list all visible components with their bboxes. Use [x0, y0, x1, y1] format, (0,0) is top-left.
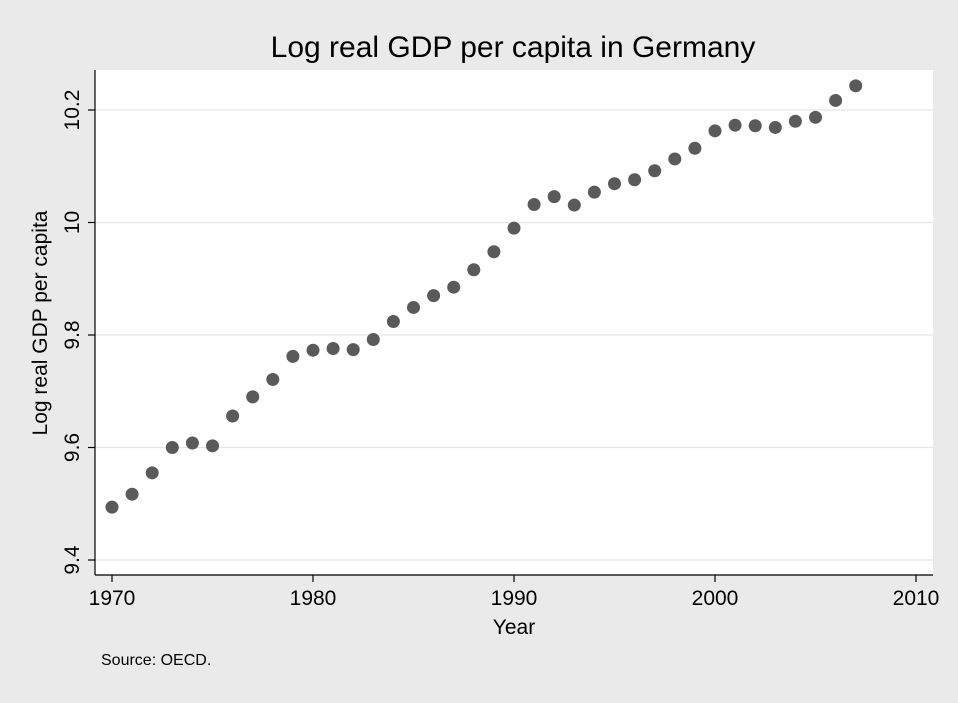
chart-title: Log real GDP per capita in Germany	[271, 31, 756, 64]
data-point	[748, 119, 762, 133]
data-point	[105, 500, 119, 514]
data-point	[226, 409, 240, 423]
data-point	[125, 487, 139, 501]
data-point	[768, 120, 782, 134]
gridlines	[95, 109, 933, 561]
data-point	[145, 466, 159, 480]
data-point	[688, 141, 702, 155]
axes	[88, 70, 933, 582]
x-axis-label: Year	[493, 616, 535, 639]
data-point	[165, 441, 179, 454]
data-points	[105, 79, 863, 514]
data-point	[788, 114, 802, 128]
tick-labels: 9.4 9.6 9.8 10 10.2 1970 1980 1990 2000 2010	[61, 90, 939, 610]
data-point	[386, 315, 400, 328]
x-tick-label: 2000	[692, 587, 739, 610]
y-tick-label: 10.2	[61, 90, 84, 131]
data-point	[728, 118, 742, 132]
x-tick-label: 1980	[290, 587, 337, 610]
data-point	[849, 79, 863, 93]
data-point	[326, 342, 340, 355]
data-point	[608, 177, 621, 191]
y-tick-label: 9.8	[61, 320, 84, 349]
x-tick-label: 1970	[89, 587, 136, 610]
data-point	[467, 263, 481, 277]
x-tick-label: 2010	[893, 587, 940, 610]
y-tick-label: 9.6	[61, 433, 84, 462]
data-point	[628, 173, 642, 187]
x-tick-label: 1990	[491, 587, 538, 610]
data-point	[286, 349, 300, 363]
data-point	[346, 343, 360, 357]
data-point	[708, 124, 722, 138]
data-point	[306, 343, 320, 357]
data-point	[366, 333, 380, 346]
data-point	[487, 245, 501, 259]
data-point	[266, 372, 280, 386]
source-note: Source: OECD.	[101, 652, 211, 669]
data-point	[447, 280, 461, 294]
data-point	[507, 221, 521, 235]
plot-area	[95, 70, 933, 575]
data-point	[809, 110, 822, 124]
data-point	[567, 198, 581, 212]
y-axis-label: Log real GDP per capita	[29, 210, 52, 435]
data-point	[407, 300, 420, 314]
data-point	[547, 190, 561, 204]
data-point	[527, 198, 541, 211]
data-point	[185, 436, 199, 450]
data-point	[648, 164, 662, 178]
data-point	[829, 93, 843, 107]
data-point	[427, 289, 441, 303]
y-tick-label: 9.4	[61, 545, 84, 575]
data-point	[246, 390, 260, 404]
data-point	[668, 152, 682, 166]
data-point	[206, 439, 219, 453]
y-tick-label: 10	[61, 211, 84, 234]
data-point	[587, 185, 601, 199]
